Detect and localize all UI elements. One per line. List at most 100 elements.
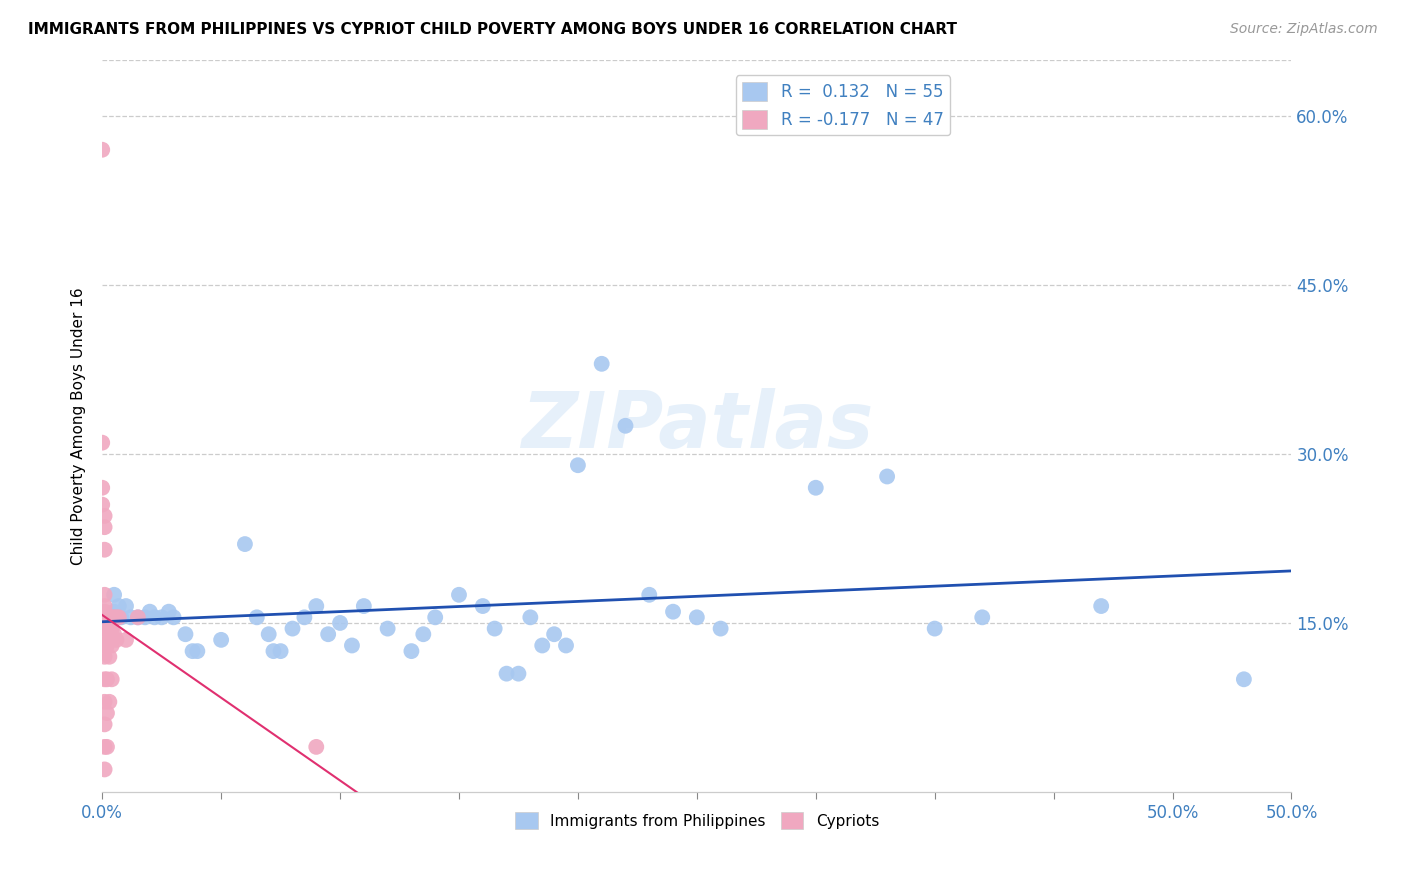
Point <box>93 615 115 630</box>
Point <box>181 644 204 658</box>
Point <box>316 627 339 641</box>
Point <box>186 644 208 658</box>
Point <box>103 610 125 624</box>
Point <box>127 610 149 624</box>
Point <box>353 599 375 613</box>
Point <box>972 610 994 624</box>
Point <box>804 481 827 495</box>
Point <box>103 605 125 619</box>
Point <box>98 622 121 636</box>
Point <box>127 610 149 624</box>
Point <box>93 610 115 624</box>
Point <box>591 357 613 371</box>
Point <box>93 622 115 636</box>
Point <box>150 610 173 624</box>
Point <box>93 610 115 624</box>
Point <box>329 615 352 630</box>
Point <box>93 695 115 709</box>
Point <box>157 605 180 619</box>
Point <box>96 673 118 687</box>
Point <box>495 666 517 681</box>
Point <box>638 588 661 602</box>
Point <box>91 498 114 512</box>
Point <box>105 610 128 624</box>
Point <box>143 610 166 624</box>
Point <box>91 481 114 495</box>
Point <box>174 627 197 641</box>
Point <box>96 622 118 636</box>
Point <box>96 706 118 720</box>
Point <box>93 610 115 624</box>
Point <box>614 418 637 433</box>
Point <box>246 610 269 624</box>
Point <box>115 599 138 613</box>
Point <box>91 435 114 450</box>
Point <box>281 622 304 636</box>
Legend: Immigrants from Philippines, Cypriots: Immigrants from Philippines, Cypriots <box>509 805 886 836</box>
Point <box>162 610 184 624</box>
Text: IMMIGRANTS FROM PHILIPPINES VS CYPRIOT CHILD POVERTY AMONG BOYS UNDER 16 CORRELA: IMMIGRANTS FROM PHILIPPINES VS CYPRIOT C… <box>28 22 957 37</box>
Point <box>93 649 115 664</box>
Point <box>292 610 315 624</box>
Point <box>100 610 122 624</box>
Point <box>93 605 115 619</box>
Point <box>924 622 946 636</box>
Point <box>93 542 115 557</box>
Point <box>100 673 122 687</box>
Point <box>1090 599 1112 613</box>
Point <box>662 605 685 619</box>
Text: Source: ZipAtlas.com: Source: ZipAtlas.com <box>1230 22 1378 37</box>
Point <box>876 469 898 483</box>
Point <box>120 610 142 624</box>
Point <box>108 599 131 613</box>
Point <box>412 627 434 641</box>
Point <box>98 632 121 647</box>
Point <box>555 639 578 653</box>
Point <box>710 622 733 636</box>
Point <box>93 588 115 602</box>
Point <box>471 599 494 613</box>
Point <box>96 615 118 630</box>
Point <box>96 739 118 754</box>
Point <box>115 632 138 647</box>
Point <box>105 632 128 647</box>
Point <box>686 610 709 624</box>
Point <box>139 605 162 619</box>
Point <box>98 695 121 709</box>
Point <box>305 739 328 754</box>
Point <box>425 610 447 624</box>
Point <box>96 627 118 641</box>
Point <box>93 739 115 754</box>
Point <box>110 610 132 624</box>
Point <box>96 610 118 624</box>
Point <box>262 644 284 658</box>
Point <box>305 599 328 613</box>
Point <box>401 644 423 658</box>
Point <box>531 639 554 653</box>
Point <box>543 627 565 641</box>
Point <box>377 622 399 636</box>
Point <box>93 763 115 777</box>
Point <box>93 599 115 613</box>
Point <box>103 588 125 602</box>
Point <box>270 644 292 658</box>
Point <box>134 610 156 624</box>
Point <box>100 639 122 653</box>
Point <box>93 673 115 687</box>
Point <box>1233 673 1256 687</box>
Point <box>209 632 232 647</box>
Point <box>108 610 131 624</box>
Point <box>484 622 506 636</box>
Point <box>233 537 256 551</box>
Point <box>100 622 122 636</box>
Point <box>91 143 114 157</box>
Point <box>340 639 363 653</box>
Point <box>93 717 115 731</box>
Point <box>519 610 541 624</box>
Y-axis label: Child Poverty Among Boys Under 16: Child Poverty Among Boys Under 16 <box>72 287 86 565</box>
Point <box>98 649 121 664</box>
Point <box>98 610 121 624</box>
Point <box>93 520 115 534</box>
Point <box>567 458 589 473</box>
Point <box>96 639 118 653</box>
